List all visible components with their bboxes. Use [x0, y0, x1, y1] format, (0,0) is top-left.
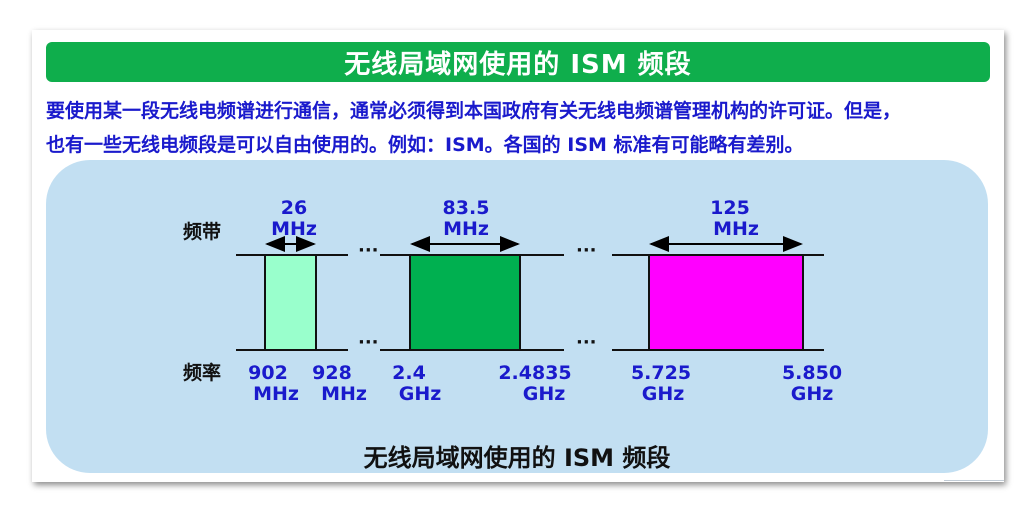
freq-start-unit-2: GHz: [399, 383, 442, 405]
corner-watermark: [944, 480, 1004, 487]
slide: 无线局域网使用的 ISM 频段 要使用某一段无线电频谱进行通信，通常必须得到本国…: [32, 30, 1004, 482]
band-width-unit-3: MHz: [713, 218, 759, 240]
band-902-928-block: [264, 254, 317, 351]
frequency-row-label: 频率: [183, 361, 221, 384]
band-2.4-2.4835-block: [409, 254, 521, 351]
freq-start-value-2: 2.4: [392, 362, 426, 384]
freq-start-value-3: 5.725: [631, 362, 691, 384]
slide-title: 无线局域网使用的 ISM 频段: [46, 42, 990, 82]
freq-end-value-1: 928: [312, 362, 352, 384]
freq-start-unit-1: MHz: [253, 383, 299, 405]
band-width-value-1: 26: [281, 197, 307, 219]
freq-end-value-3: 5.850: [782, 362, 842, 384]
band-width-unit-1: MHz: [271, 218, 317, 240]
freq-end-unit-2: GHz: [523, 383, 566, 405]
freq-end-value-2: 2.4835: [498, 362, 571, 384]
freq-end-unit-3: GHz: [791, 383, 834, 405]
ism-band-diagram: 频带 频率 ··· ··· ··· ··· 26 MHz 902 MHz 928…: [183, 197, 842, 405]
ellipsis-top-2: ···: [576, 240, 597, 261]
diagram-caption: 无线局域网使用的 ISM 频段: [363, 444, 671, 472]
band-width-value-3: 125: [710, 197, 750, 219]
freq-start-value-1: 902: [248, 362, 288, 384]
band-width-unit-2: MHz: [443, 218, 489, 240]
band-row-label: 频带: [183, 220, 221, 243]
ellipsis-top-1: ···: [358, 240, 379, 261]
ellipsis-bottom-2: ···: [576, 332, 597, 353]
band-width-value-2: 83.5: [443, 197, 490, 219]
freq-end-unit-1: MHz: [321, 383, 367, 405]
freq-start-unit-3: GHz: [642, 383, 685, 405]
ellipsis-bottom-1: ···: [358, 332, 379, 353]
band-5.725-5.850-block: [648, 254, 804, 351]
intro-text-line-2: 也有一些无线电频段是可以自由使用的。例如：ISM。各国的 ISM 标准有可能略有…: [46, 134, 804, 156]
diagram-panel: 频带 频率 ··· ··· ··· ··· 26 MHz 902 MHz 928…: [46, 160, 988, 473]
intro-text-line-1: 要使用某一段无线电频谱进行通信，通常必须得到本国政府有关无线电频谱管理机构的许可…: [46, 100, 902, 122]
